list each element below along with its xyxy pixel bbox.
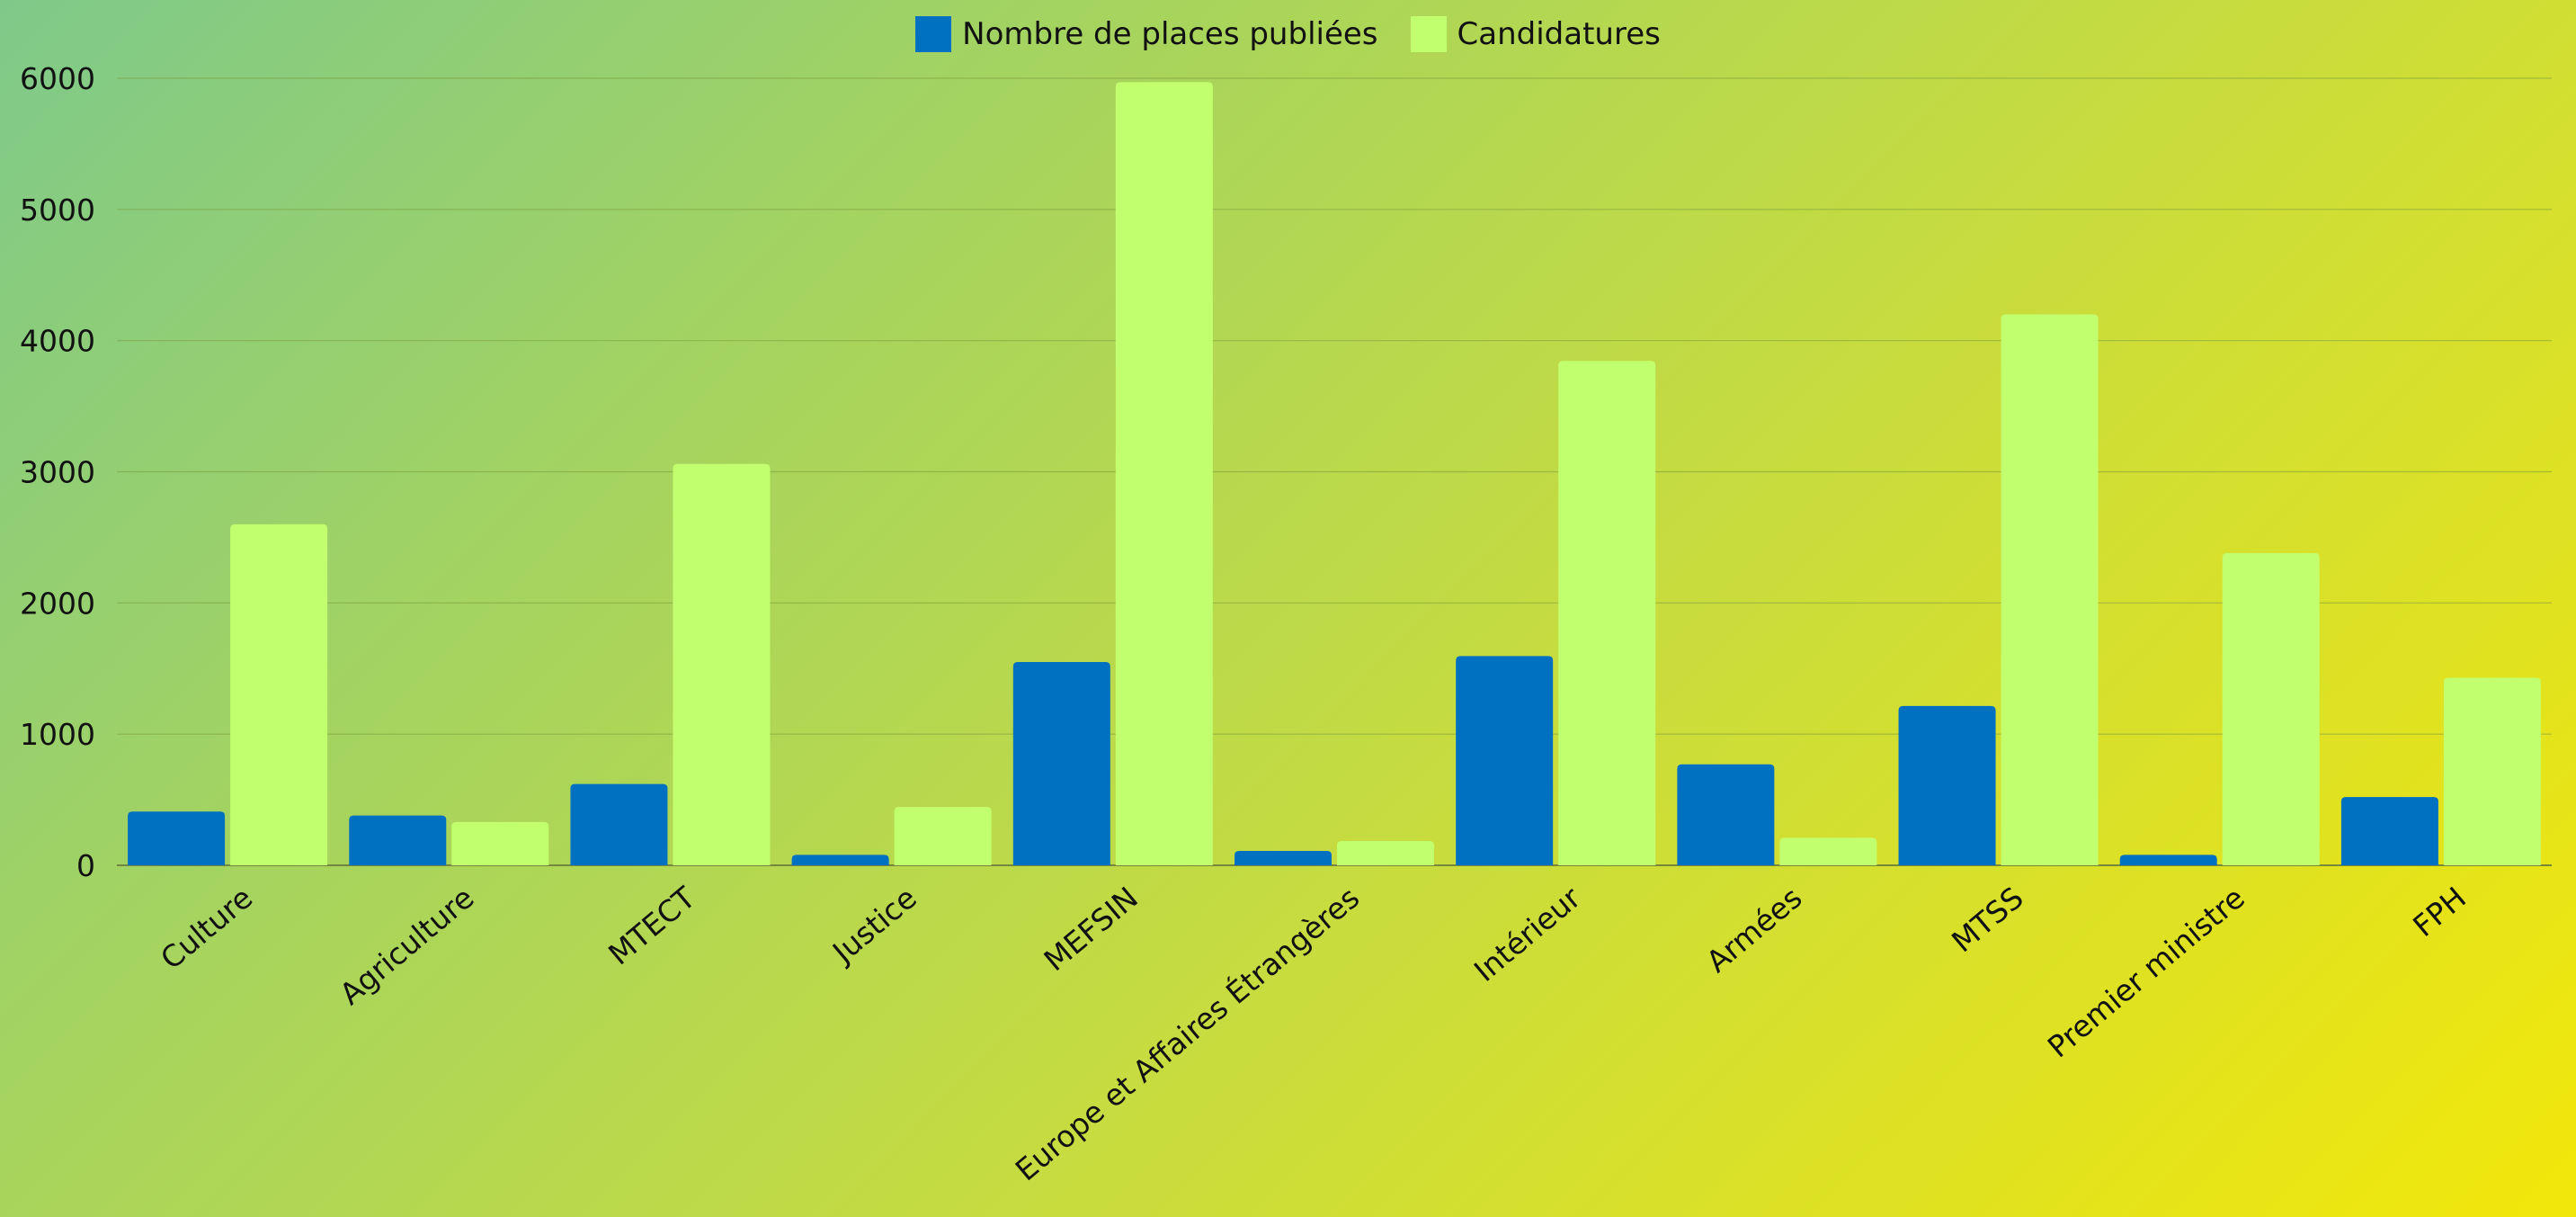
bar-candidatures-9 bbox=[2222, 552, 2320, 865]
bar-places-1 bbox=[349, 815, 447, 865]
bar-candidatures-5 bbox=[1337, 841, 1434, 865]
legend-label-candidatures: Candidatures bbox=[1457, 16, 1661, 52]
bar-candidatures-8 bbox=[2001, 314, 2099, 865]
legend-item-places: Nombre de places publiées bbox=[915, 16, 1378, 52]
y-tick-label: 4000 bbox=[20, 324, 95, 359]
bar-places-9 bbox=[2119, 855, 2217, 865]
x-category-label: Armées bbox=[1699, 880, 1808, 980]
chart-legend: Nombre de places publiées Candidatures bbox=[0, 16, 2576, 52]
x-category-label: MEFSIN bbox=[1038, 880, 1145, 978]
x-category-label: Agriculture bbox=[333, 880, 480, 1012]
bar-places-8 bbox=[1898, 705, 1996, 865]
x-category-label: Intérieur bbox=[1467, 880, 1588, 989]
bar-places-3 bbox=[791, 855, 889, 865]
y-tick-label: 0 bbox=[76, 848, 95, 883]
y-tick-label: 1000 bbox=[20, 717, 95, 752]
y-axis-ticks: 0 1000 2000 3000 4000 5000 6000 bbox=[20, 61, 95, 883]
bar-places-10 bbox=[2340, 797, 2438, 865]
y-tick-label: 3000 bbox=[20, 455, 95, 490]
bar-candidatures-0 bbox=[230, 523, 328, 865]
y-tick-label: 5000 bbox=[20, 192, 95, 228]
gridlines bbox=[117, 77, 2552, 866]
x-category-label: MTECT bbox=[602, 880, 702, 972]
bar-places-0 bbox=[128, 811, 226, 865]
legend-item-candidatures: Candidatures bbox=[1410, 16, 1661, 52]
x-axis-labels: Culture Agriculture MTECT Justice MEFSINEuro… bbox=[154, 879, 2473, 1187]
bar-places-2 bbox=[570, 783, 668, 865]
bar-candidatures-2 bbox=[673, 463, 771, 865]
bar-candidatures-4 bbox=[1115, 82, 1213, 865]
bar-candidatures-1 bbox=[451, 821, 549, 865]
legend-swatch-candidatures bbox=[1410, 16, 1447, 52]
bar-places-6 bbox=[1456, 656, 1554, 865]
legend-swatch-places bbox=[915, 16, 952, 52]
x-category-label: Europe et Affaires Étrangères bbox=[1008, 879, 1366, 1187]
y-tick-label: 2000 bbox=[20, 586, 95, 621]
bar-places-4 bbox=[1012, 661, 1110, 865]
legend-label-places: Nombre de places publiées bbox=[962, 16, 1378, 52]
bar-candidatures-3 bbox=[894, 807, 992, 865]
bars bbox=[128, 82, 2541, 865]
bar-places-7 bbox=[1677, 764, 1775, 865]
bar-candidatures-10 bbox=[2443, 677, 2541, 865]
bar-places-5 bbox=[1235, 850, 1332, 865]
bar-candidatures-6 bbox=[1558, 361, 1656, 865]
x-category-label: FPH bbox=[2406, 880, 2473, 944]
bar-candidatures-7 bbox=[1779, 837, 1877, 865]
x-category-label: Culture bbox=[154, 880, 259, 976]
x-category-label: Premier ministre bbox=[2041, 880, 2251, 1064]
x-category-label: MTSS bbox=[1945, 880, 2029, 959]
y-tick-label: 6000 bbox=[20, 61, 95, 96]
x-category-label: Justice bbox=[824, 880, 923, 971]
